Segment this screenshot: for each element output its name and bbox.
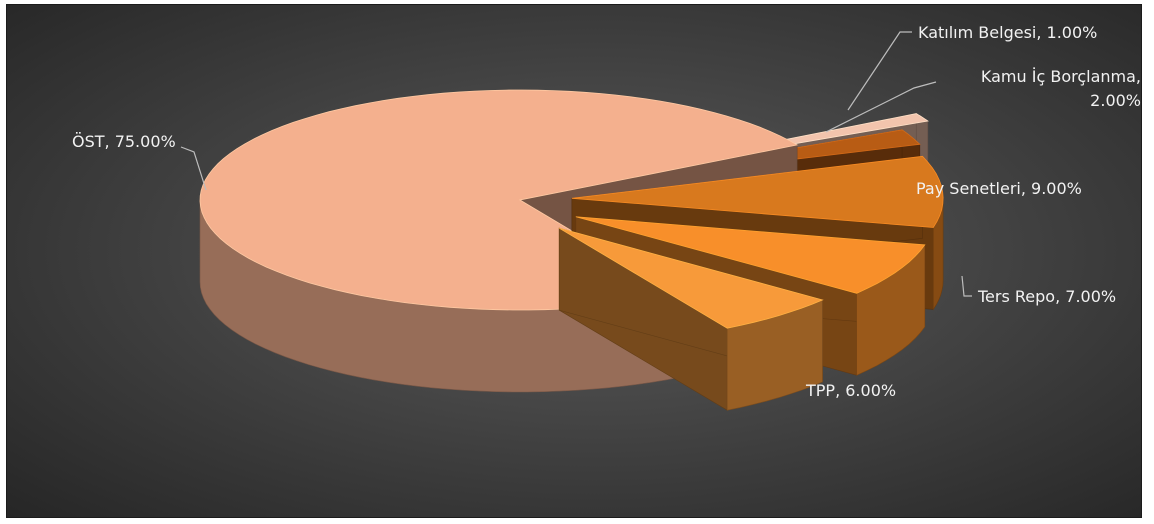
slice-top-face (571, 155, 944, 228)
chart-area: ÖST, 75.00% Katılım Belgesi, 1.00% Kamu İç… (6, 4, 1142, 518)
data-label: TPP, 6.00% (805, 381, 896, 400)
data-label: ÖST, 75.00% (72, 132, 176, 151)
data-label: Katılım Belgesi, 1.00% (918, 23, 1097, 42)
leader-line (961, 275, 972, 297)
data-label: Pay Senetleri, 9.00% (916, 179, 1082, 198)
data-label: Kamu İç Borçlanma, (981, 67, 1141, 86)
leader-lines-layer (180, 31, 972, 297)
leader-line (847, 31, 912, 111)
slices-layer (199, 89, 944, 411)
leader-line (180, 146, 207, 191)
slice-top-face (199, 89, 799, 311)
slice-top-face (575, 216, 926, 294)
slice-top-face (559, 227, 824, 329)
leader-line (825, 81, 937, 133)
data-label: Ters Repo, 7.00% (977, 287, 1116, 306)
data-labels-layer: ÖST, 75.00% Katılım Belgesi, 1.00% Kamu İç… (72, 23, 1141, 400)
slice-tpp (558, 227, 824, 411)
data-label: 2.00% (1090, 91, 1141, 110)
pie-chart: ÖST, 75.00% Katılım Belgesi, 1.00% Kamu İç… (72, 23, 1141, 411)
